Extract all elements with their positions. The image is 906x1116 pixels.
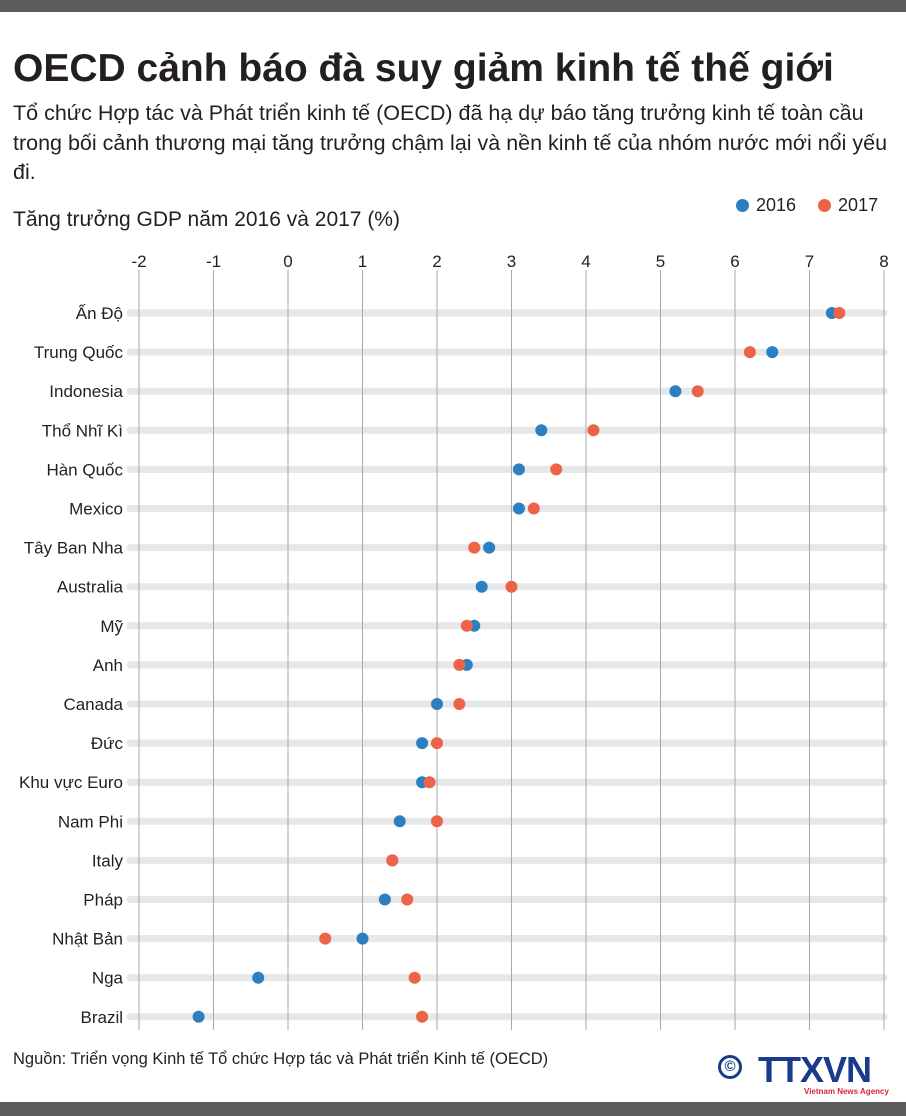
data-point-2017: [401, 893, 414, 906]
data-point-2017: [431, 737, 443, 750]
category-label: Nhật Bản: [52, 930, 123, 949]
data-point-2017: [691, 385, 704, 398]
category-label: Khu vực Euro: [19, 773, 123, 792]
data-point-2016: [431, 698, 443, 710]
x-tick-label: 8: [879, 252, 888, 271]
data-point-2017: [386, 854, 399, 867]
logo-wordmark: TTXVN: [758, 1049, 872, 1090]
x-tick-label: 0: [283, 252, 292, 271]
data-point-2017: [453, 658, 466, 671]
page-title: OECD cảnh báo đà suy giảm kinh tế thế gi…: [13, 47, 834, 90]
legend-marker-2016: [736, 198, 749, 212]
data-point-2017: [505, 580, 518, 593]
data-point-2016: [475, 580, 488, 593]
chart-title: Tăng trưởng GDP năm 2016 và 2017 (%): [13, 208, 400, 231]
x-tick-label: 2: [432, 252, 441, 271]
data-point-2016: [252, 971, 265, 984]
x-tick-label: 1: [358, 252, 367, 271]
data-point-2017: [453, 698, 466, 710]
data-point-2017: [408, 971, 421, 984]
logo-subtext: Vietnam News Agency: [804, 1087, 889, 1096]
data-point-2016: [512, 502, 525, 515]
legend-item-2017: 2017: [818, 193, 878, 217]
bottom-border-bar: [0, 1102, 906, 1116]
data-point-2017: [431, 815, 443, 828]
x-tick-label: 3: [507, 252, 516, 271]
category-label: Italy: [92, 851, 124, 870]
data-point-2017: [527, 502, 540, 515]
data-point-2016: [766, 346, 779, 359]
category-label: Anh: [93, 656, 123, 675]
gdp-dot-plot: -2 -1 0 1 2 3 4 5 6 7 8 Ấn Độ Trung Quốc Indonesia Thổ…: [19, 252, 889, 1030]
category-label: Brazil: [80, 1008, 123, 1027]
data-point-2016: [393, 815, 406, 828]
data-point-2017: [587, 424, 600, 437]
data-point-2017: [319, 932, 332, 945]
data-point-2016: [483, 541, 496, 554]
category-label: Indonesia: [49, 382, 123, 401]
data-point-2016: [416, 737, 429, 750]
data-point-2017: [416, 1010, 429, 1023]
category-label: Mỹ: [100, 617, 123, 636]
category-label: Mexico: [69, 500, 123, 519]
data-point-2016: [669, 385, 682, 398]
ttxvn-logo: © TTXVN Vietnam News Agency: [718, 1052, 896, 1098]
category-label: Pháp: [83, 891, 123, 910]
x-tick-label: 4: [581, 252, 590, 271]
legend-item-2016: 2016: [736, 193, 796, 217]
legend-label-2017: 2017: [838, 195, 879, 215]
top-border-bar: [0, 0, 906, 12]
data-point-2016: [512, 463, 525, 476]
x-tick-label: 6: [730, 252, 739, 271]
x-tick-label: 5: [656, 252, 665, 271]
data-point-2016: [535, 424, 548, 437]
category-label: Nam Phi: [58, 812, 123, 831]
copyright-icon: ©: [718, 1055, 742, 1079]
category-label: Tây Ban Nha: [24, 539, 124, 558]
category-label: Đức: [91, 734, 124, 753]
x-tick-label: 7: [805, 252, 814, 271]
category-label: Trung Quốc: [34, 343, 124, 362]
chart-legend: 2016 2017: [736, 193, 878, 217]
data-point-2016: [192, 1010, 205, 1023]
data-point-2017: [460, 619, 473, 632]
data-point-2016: [356, 932, 369, 945]
x-tick-label: -2: [131, 252, 146, 271]
source-note: Nguồn: Triển vọng Kinh tế Tổ chức Hợp tá…: [13, 1050, 549, 1068]
data-point-2017: [550, 463, 563, 476]
category-label: Thổ Nhĩ Kì: [42, 421, 123, 440]
data-point-2017: [743, 346, 756, 359]
legend-marker-2017: [818, 198, 832, 212]
data-point-2017: [833, 307, 846, 319]
category-label: Ấn Độ: [76, 304, 123, 323]
data-point-2016: [378, 893, 391, 906]
category-label: Australia: [57, 578, 124, 597]
category-label: Hàn Quốc: [46, 460, 123, 479]
category-label: Nga: [92, 969, 124, 988]
data-point-2017: [468, 541, 481, 554]
data-point-2017: [423, 776, 436, 789]
legend-label-2016: 2016: [756, 195, 797, 215]
x-tick-label: -1: [206, 252, 221, 271]
category-label: Canada: [63, 695, 123, 714]
page-subtitle: Tổ chức Hợp tác và Phát triển kinh tế (O…: [13, 101, 888, 184]
